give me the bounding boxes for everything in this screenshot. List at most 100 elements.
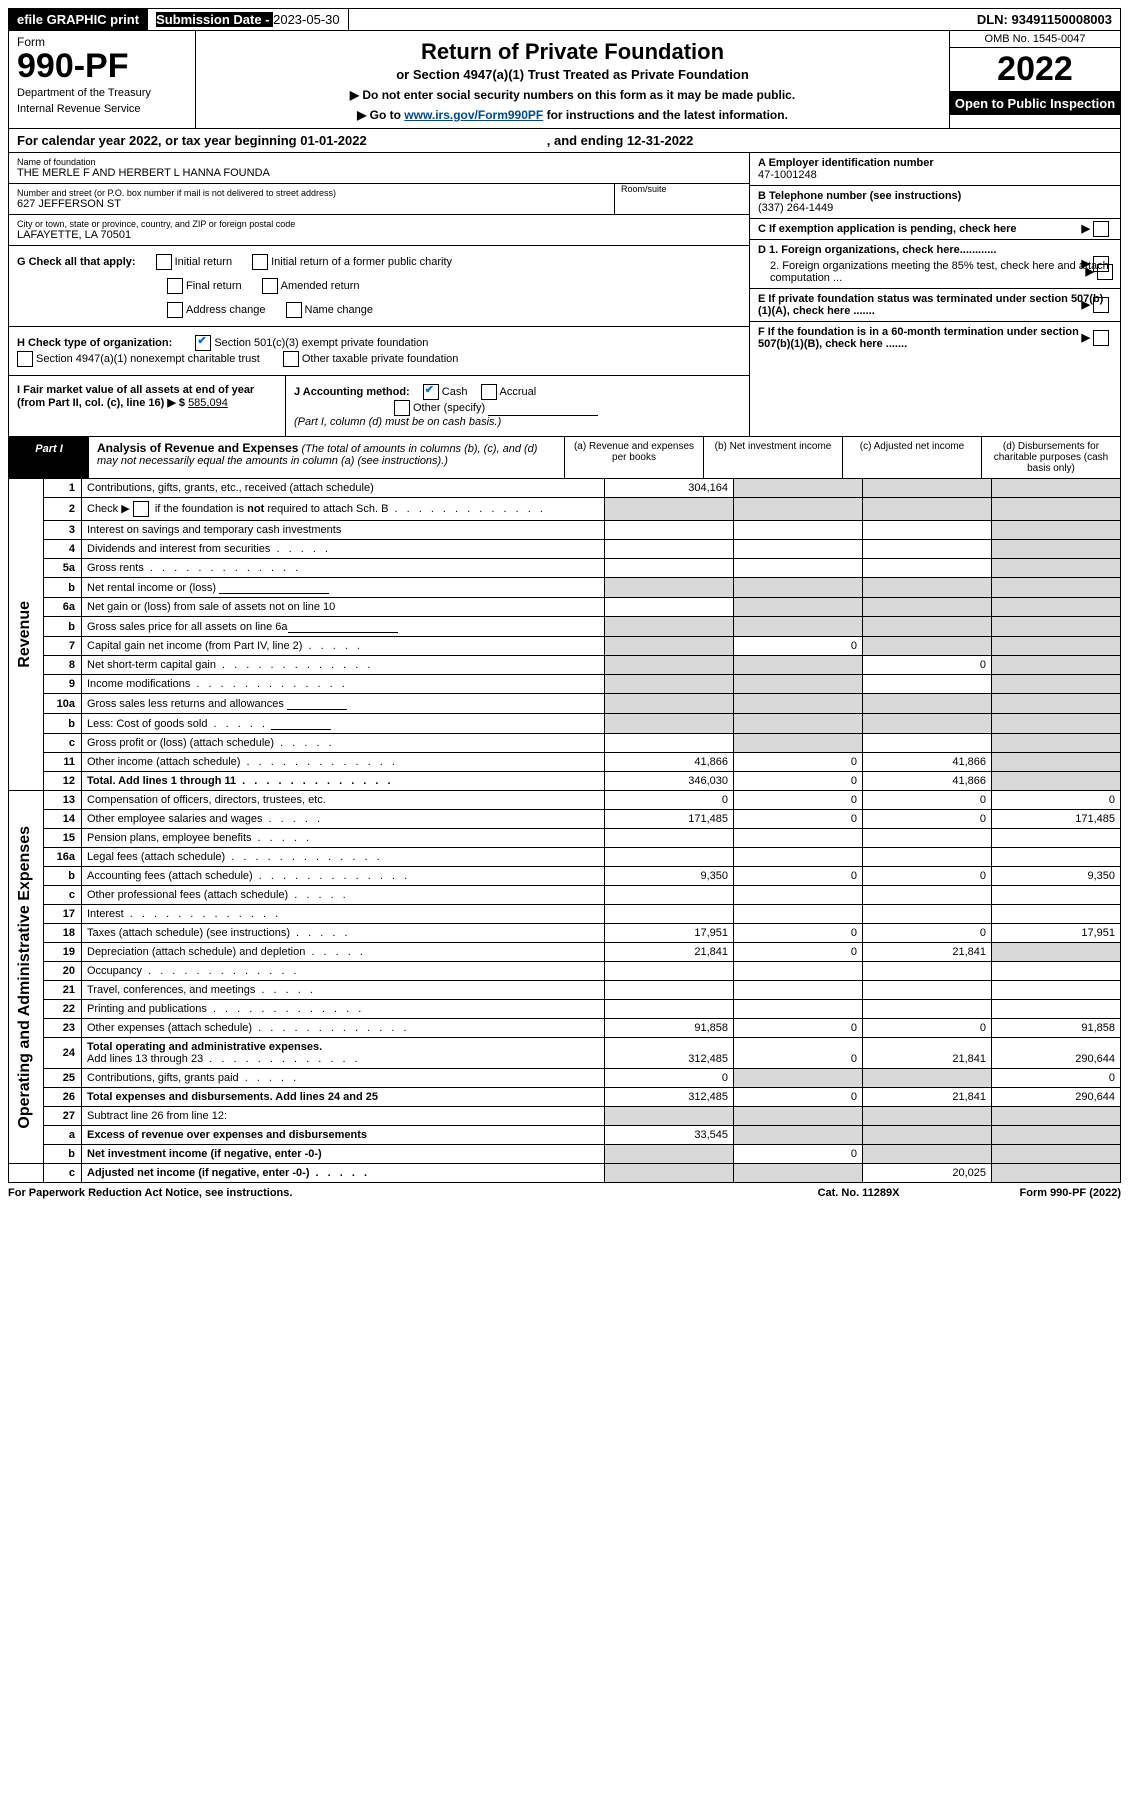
val-a bbox=[605, 617, 734, 637]
val-c bbox=[863, 1069, 992, 1088]
form-title: Return of Private Foundation bbox=[202, 39, 943, 65]
val-d: 9,350 bbox=[992, 867, 1121, 886]
val-a bbox=[605, 578, 734, 598]
txt: Check ▶ bbox=[87, 503, 133, 515]
val-a: 17,951 bbox=[605, 924, 734, 943]
g-opt-0: Initial return bbox=[175, 256, 232, 268]
table-row: 5aGross rents bbox=[9, 559, 1121, 578]
foundation-name: THE MERLE F AND HERBERT L HANNA FOUNDA bbox=[17, 167, 741, 179]
part-title: Analysis of Revenue and Expenses bbox=[97, 441, 298, 455]
exemption-pending-checkbox[interactable] bbox=[1093, 221, 1109, 237]
line-desc: Other expenses (attach schedule) bbox=[82, 1019, 605, 1038]
cash-checkbox[interactable] bbox=[423, 384, 439, 400]
foreign-85-checkbox[interactable] bbox=[1097, 264, 1113, 280]
h-label: H Check type of organization: bbox=[17, 337, 172, 349]
table-row: 21Travel, conferences, and meetings bbox=[9, 981, 1121, 1000]
line-num: b bbox=[44, 617, 82, 637]
other-method-checkbox[interactable] bbox=[394, 400, 410, 416]
val-d bbox=[992, 617, 1121, 637]
val-d: 91,858 bbox=[992, 1019, 1121, 1038]
val-b bbox=[734, 829, 863, 848]
line-desc: Printing and publications bbox=[82, 1000, 605, 1019]
header-left: Form 990-PF Department of the Treasury I… bbox=[9, 31, 196, 128]
val-b: 0 bbox=[734, 1038, 863, 1069]
line-desc: Less: Cost of goods sold bbox=[82, 714, 605, 734]
page-footer: For Paperwork Reduction Act Notice, see … bbox=[8, 1183, 1121, 1199]
val-a bbox=[605, 521, 734, 540]
table-row: 23Other expenses (attach schedule)91,858… bbox=[9, 1019, 1121, 1038]
val-a: 41,866 bbox=[605, 753, 734, 772]
line-desc: Gross rents bbox=[82, 559, 605, 578]
accrual-checkbox[interactable] bbox=[481, 384, 497, 400]
val-c bbox=[863, 521, 992, 540]
other-taxable-checkbox[interactable] bbox=[283, 351, 299, 367]
val-b bbox=[734, 734, 863, 753]
4947-checkbox[interactable] bbox=[17, 351, 33, 367]
val-b bbox=[734, 540, 863, 559]
amended-return-checkbox[interactable] bbox=[262, 278, 278, 294]
initial-public-checkbox[interactable] bbox=[252, 254, 268, 270]
val-a bbox=[605, 559, 734, 578]
info-left: Name of foundation THE MERLE F AND HERBE… bbox=[9, 153, 749, 436]
addr-label: Number and street (or P.O. box number if… bbox=[17, 188, 614, 198]
val-c bbox=[863, 498, 992, 521]
val-c bbox=[863, 734, 992, 753]
val-d bbox=[992, 675, 1121, 694]
dln: DLN: 93491150008003 bbox=[969, 9, 1120, 30]
501c3-checkbox[interactable] bbox=[195, 335, 211, 351]
val-a bbox=[605, 540, 734, 559]
line-num: 2 bbox=[44, 498, 82, 521]
val-a bbox=[605, 498, 734, 521]
val-d bbox=[992, 848, 1121, 867]
part-desc: Analysis of Revenue and Expenses (The to… bbox=[89, 437, 564, 478]
60-month-checkbox[interactable] bbox=[1093, 330, 1109, 346]
val-b bbox=[734, 559, 863, 578]
line-desc: Net investment income (if negative, ente… bbox=[82, 1145, 605, 1164]
line-desc: Subtract line 26 from line 12: bbox=[82, 1107, 605, 1126]
terminated-checkbox[interactable] bbox=[1093, 297, 1109, 313]
instructions-link[interactable]: www.irs.gov/Form990PF bbox=[404, 108, 543, 122]
instr-2-post: for instructions and the latest informat… bbox=[543, 108, 788, 122]
line-desc: Occupancy bbox=[82, 962, 605, 981]
val-d bbox=[992, 559, 1121, 578]
table-row: bNet rental income or (loss) bbox=[9, 578, 1121, 598]
line-desc: Net short-term capital gain bbox=[82, 656, 605, 675]
table-row: aExcess of revenue over expenses and dis… bbox=[9, 1126, 1121, 1145]
line-num: 18 bbox=[44, 924, 82, 943]
val-c bbox=[863, 617, 992, 637]
table-row: bGross sales price for all assets on lin… bbox=[9, 617, 1121, 637]
part-1-header: Part I Analysis of Revenue and Expenses … bbox=[8, 437, 1121, 479]
val-c bbox=[863, 981, 992, 1000]
info-grid: Name of foundation THE MERLE F AND HERBE… bbox=[8, 153, 1121, 437]
val-b: 0 bbox=[734, 867, 863, 886]
table-row: 26Total expenses and disbursements. Add … bbox=[9, 1088, 1121, 1107]
val-b bbox=[734, 886, 863, 905]
j-other: Other (specify) bbox=[413, 402, 485, 414]
section-ij: I Fair market value of all assets at end… bbox=[9, 376, 749, 436]
efile-label[interactable]: efile GRAPHIC print bbox=[9, 9, 148, 30]
initial-return-checkbox[interactable] bbox=[156, 254, 172, 270]
val-d bbox=[992, 1107, 1121, 1126]
sch-b-checkbox[interactable] bbox=[133, 501, 149, 517]
table-row: 20Occupancy bbox=[9, 962, 1121, 981]
line-num: 7 bbox=[44, 637, 82, 656]
final-return-checkbox[interactable] bbox=[167, 278, 183, 294]
table-row: 16aLegal fees (attach schedule) bbox=[9, 848, 1121, 867]
dept-line-1: Department of the Treasury bbox=[17, 87, 187, 99]
table-row: 6aNet gain or (loss) from sale of assets… bbox=[9, 598, 1121, 617]
address-change-checkbox[interactable] bbox=[167, 302, 183, 318]
arrow-icon: ▶ bbox=[1081, 223, 1089, 235]
val-c: 21,841 bbox=[863, 1038, 992, 1069]
val-d bbox=[992, 772, 1121, 791]
cy-begin: For calendar year 2022, or tax year begi… bbox=[17, 133, 367, 148]
val-b: 0 bbox=[734, 943, 863, 962]
line-desc: Check ▶ if the foundation is not require… bbox=[82, 498, 605, 521]
header-right: OMB No. 1545-0047 2022 Open to Public In… bbox=[949, 31, 1120, 128]
name-change-checkbox[interactable] bbox=[286, 302, 302, 318]
val-c bbox=[863, 714, 992, 734]
val-d: 290,644 bbox=[992, 1038, 1121, 1069]
val-a: 0 bbox=[605, 1069, 734, 1088]
form-subtitle: or Section 4947(a)(1) Trust Treated as P… bbox=[202, 67, 943, 82]
line-num: 6a bbox=[44, 598, 82, 617]
val-c bbox=[863, 598, 992, 617]
